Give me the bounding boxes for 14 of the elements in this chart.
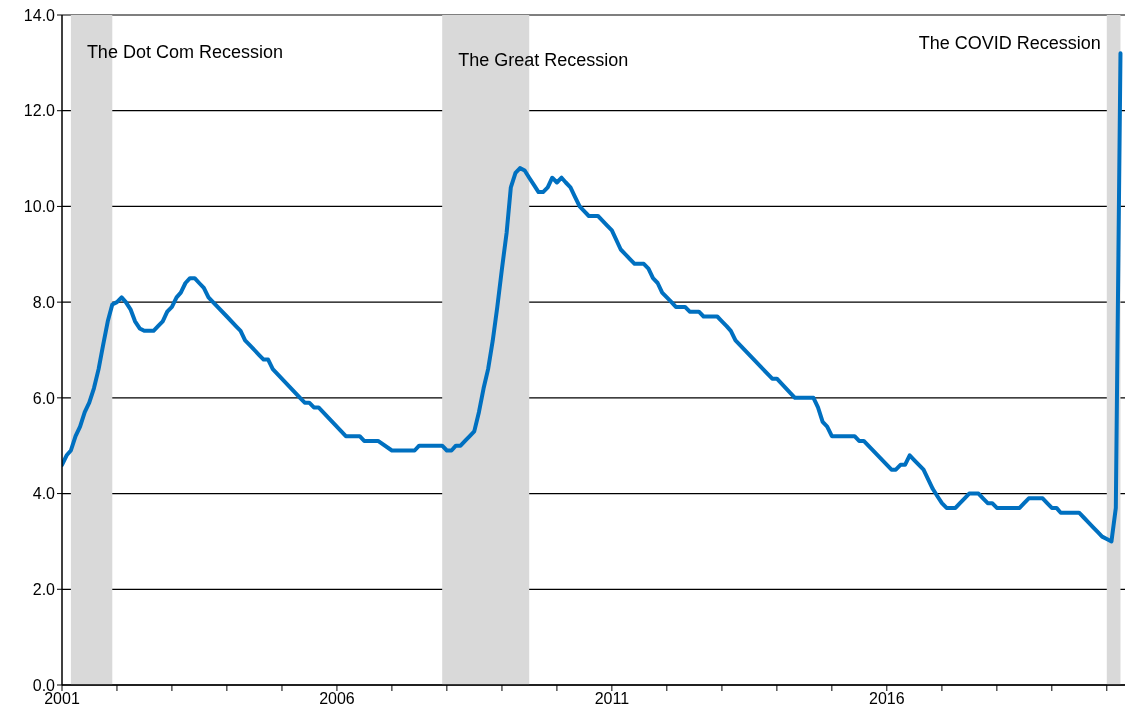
band-label: The Dot Com Recession xyxy=(86,42,283,62)
y-tick-label: 4.0 xyxy=(32,485,56,503)
x-tick-label: 2016 xyxy=(869,690,905,708)
y-tick-label: 10.0 xyxy=(23,198,56,216)
y-tick-label: 12.0 xyxy=(23,102,56,120)
y-tick-label: 8.0 xyxy=(32,293,56,311)
y-tick-label: 2.0 xyxy=(32,580,56,598)
y-tick-label: 6.0 xyxy=(32,389,56,407)
x-tick-label: 2011 xyxy=(594,690,630,708)
band-label: The Great Recession xyxy=(458,50,629,70)
x-tick-label: 2006 xyxy=(319,690,355,708)
y-tick-label: 14.0 xyxy=(23,6,56,24)
x-tick-label: 2001 xyxy=(44,690,80,708)
band-label: The COVID Recession xyxy=(918,33,1101,53)
